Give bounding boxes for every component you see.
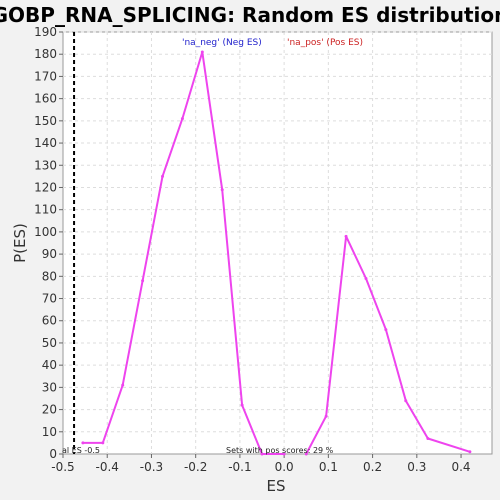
y-tick-label: 110 [34,203,57,217]
legend-neg: 'na_neg' (Neg ES) [182,38,262,48]
pos-scores-annotation: Sets with pos scores: 29 % [226,446,334,455]
series-layer [81,50,472,456]
series-point [180,117,184,121]
y-tick-label: 150 [34,114,57,128]
y-tick-label: 130 [34,158,57,172]
y-tick-label: 0 [49,447,57,461]
series-point [101,441,105,445]
y-tick-label: 190 [34,25,57,39]
y-tick-label: 100 [34,225,57,239]
x-tick-label: -0.5 [51,460,74,474]
x-tick-label: 0.4 [451,460,470,474]
y-tick-label: 50 [42,336,57,350]
series-point [384,328,388,332]
series-point [304,452,308,456]
series-point [141,279,145,283]
y-tick-label: 30 [42,380,57,394]
series-point [282,452,286,456]
legend-pos: 'na_pos' (Pos ES) [287,38,363,48]
series-point [161,174,165,178]
y-tick-label: 180 [34,47,57,61]
series-point [426,436,430,440]
real-es-annotation: al ES -0.5 [62,446,100,455]
x-tick-label: -0.3 [140,460,163,474]
y-tick-label: 20 [42,403,57,417]
x-axis-label: ES [267,477,286,495]
y-tick-label: 140 [34,136,57,150]
y-tick-label: 120 [34,180,57,194]
y-tick-label: 160 [34,92,57,106]
series-point [121,383,125,387]
axis-layer: 0 10 20 30 40 50 60 70 80 90 100 110 120 130 140 150 160… [34,25,470,474]
x-tick-label: 0.3 [407,460,426,474]
series-point [220,188,224,192]
y-tick-label: 70 [42,292,57,306]
y-axis-label: P(ES) [11,223,29,263]
x-tick-label: 0.2 [363,460,382,474]
series-point [240,403,244,407]
series-point [81,441,85,445]
chart-title: GOBP_RNA_SPLICING: Random ES distributio… [0,3,500,27]
series-point [344,234,348,238]
x-tick-label: 0.1 [319,460,338,474]
y-tick-label: 170 [34,69,57,83]
series-point [260,452,264,456]
y-tick-label: 80 [42,269,57,283]
series-line-1 [305,235,471,455]
x-tick-label: 0.0 [275,460,294,474]
y-tick-label: 90 [42,247,57,261]
series-point [324,414,328,418]
y-tick-label: 10 [42,425,57,439]
series-point [404,399,408,403]
x-tick-label: -0.4 [96,460,119,474]
series-point [364,277,368,281]
plot-background [62,31,493,455]
x-tick-label: -0.1 [228,460,251,474]
y-tick-label: 60 [42,314,57,328]
x-tick-label: -0.2 [184,460,207,474]
series-point [468,450,472,454]
y-tick-label: 40 [42,358,57,372]
series-point [200,50,204,54]
grid-layer [63,31,492,454]
